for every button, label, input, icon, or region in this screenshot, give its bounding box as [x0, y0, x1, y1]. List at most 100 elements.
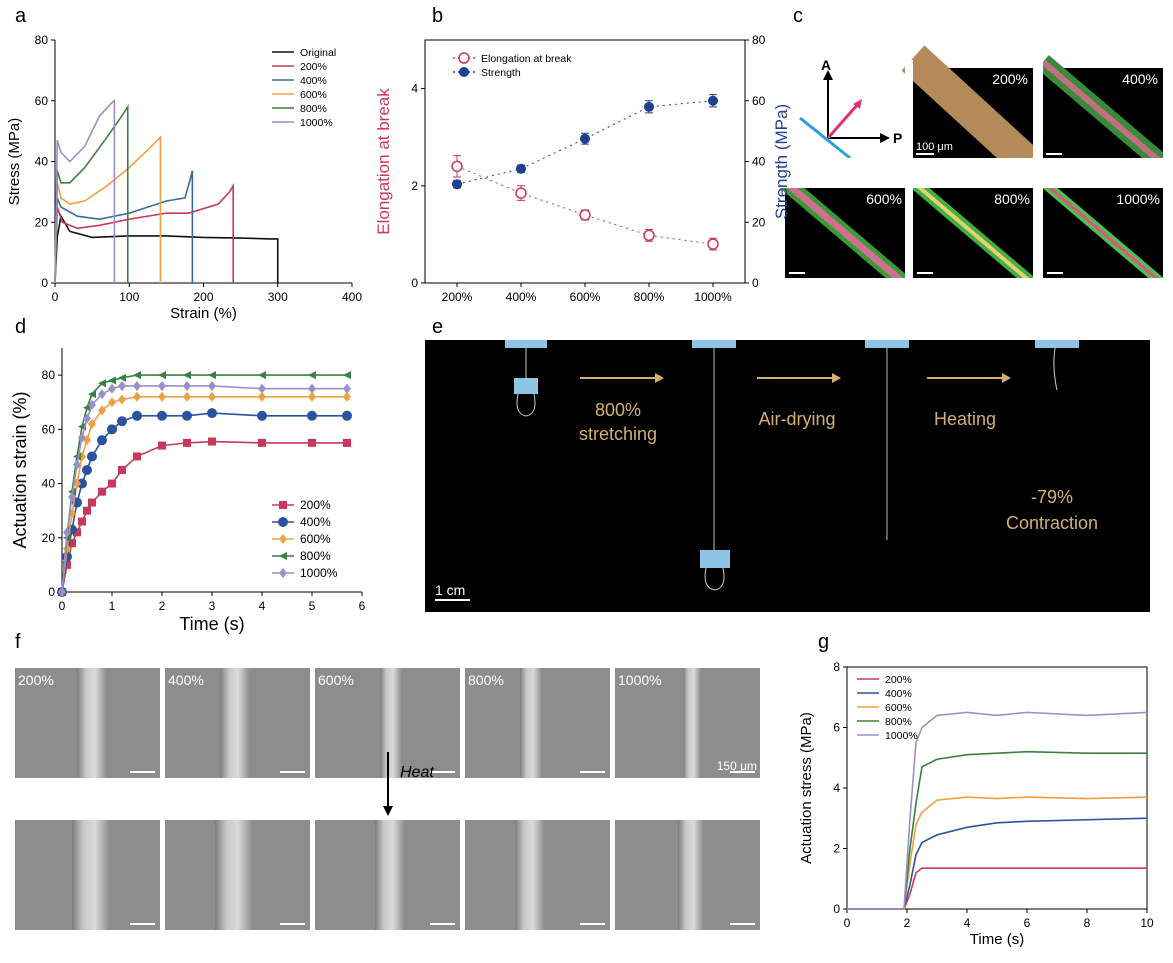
marker [342, 410, 352, 421]
x-tick-label: 200 [193, 290, 213, 304]
marker [459, 67, 469, 77]
marker [58, 587, 66, 597]
x-tick-label: 5 [309, 599, 316, 613]
pom-image [909, 177, 1037, 289]
image-label: 200% [992, 71, 1028, 87]
x-tick-label: 600% [570, 290, 601, 304]
marker [257, 410, 267, 421]
y-tick-label: 40 [42, 477, 56, 491]
line [54, 170, 194, 284]
marker [83, 506, 91, 515]
fiber [380, 668, 402, 778]
marker [279, 568, 287, 578]
scale-bar-label: 150 μm [717, 759, 757, 773]
y2-tick-label: 0 [752, 276, 759, 290]
marker [83, 413, 91, 424]
legend-label: Strength [481, 67, 521, 79]
y-tick-label: 0 [48, 585, 55, 599]
fiber [375, 820, 405, 930]
marker [183, 371, 191, 380]
line [54, 182, 234, 284]
marker [68, 492, 76, 503]
image-label: 600% [318, 672, 354, 688]
x-tick-label: 0 [844, 916, 851, 930]
marker [208, 391, 216, 402]
step-label: Air-drying [758, 409, 835, 429]
marker [108, 376, 116, 385]
marker [63, 560, 71, 569]
marker [158, 391, 166, 402]
fiber [683, 668, 701, 778]
plot-frame [424, 39, 746, 284]
trend-line [456, 165, 714, 245]
x-tick-label: 2 [904, 916, 911, 930]
x-tick-label: 6 [1024, 916, 1031, 930]
marker [208, 380, 216, 391]
y-axis-label: Actuation strain (%) [10, 391, 30, 548]
image-label: 400% [168, 672, 204, 688]
marker [158, 380, 166, 391]
legend-label: 1000% [300, 566, 338, 580]
x-axis-label: Strain (%) [170, 305, 237, 322]
marker [88, 498, 96, 507]
fiber [515, 820, 545, 930]
line [54, 213, 279, 284]
line [54, 135, 162, 284]
line [847, 711, 1148, 910]
pom-image [1037, 55, 1169, 171]
marker [343, 383, 351, 394]
photo [425, 340, 1150, 612]
marker [451, 160, 463, 173]
pom-image [779, 175, 911, 291]
y2-tick-label: 40 [752, 155, 766, 169]
arrow-label: Heat [400, 764, 434, 781]
marker [118, 394, 126, 405]
marker [108, 479, 116, 488]
marker [183, 380, 191, 391]
image-label: 800% [468, 672, 504, 688]
panel-label: g [818, 631, 829, 653]
marker [278, 517, 288, 527]
scale-bar-label: 100 μm [916, 141, 953, 153]
marker [132, 410, 142, 421]
y-tick-label: 2 [833, 842, 840, 856]
sem-images [15, 668, 760, 930]
y-axis-label: Actuation stress (MPa) [798, 712, 815, 864]
heat-arrow [383, 752, 393, 816]
y-tick-label: 2 [411, 179, 418, 193]
trend-line [456, 100, 714, 185]
x-tick-label: 3 [209, 599, 216, 613]
x-tick-label: 100 [119, 290, 139, 304]
marker [63, 527, 71, 538]
line [847, 750, 1147, 910]
y-axis-label: Elongation at break [374, 88, 393, 235]
y-tick-label: 20 [42, 531, 56, 545]
marker [308, 391, 316, 402]
marker [88, 399, 96, 410]
legend-label: Elongation at break [481, 53, 572, 65]
marker [133, 380, 141, 391]
line [847, 817, 1148, 910]
pom-image [913, 58, 1033, 168]
y-axis-label: Stress (MPa) [6, 118, 23, 206]
marker [88, 390, 96, 399]
marker [580, 133, 590, 144]
legend-label: 600% [300, 89, 327, 101]
marker [207, 408, 217, 419]
legend-label: 1000% [300, 117, 333, 129]
marker [183, 438, 191, 447]
y-tick-label: 8 [833, 660, 840, 674]
marker [452, 179, 462, 190]
x-tick-label: 0 [52, 290, 59, 304]
marker [108, 397, 116, 408]
legend-label: 600% [885, 702, 912, 714]
legend-label: 400% [300, 515, 331, 529]
y-tick-label: 60 [42, 422, 56, 436]
line [54, 99, 116, 284]
fiber [72, 820, 110, 930]
marker [258, 383, 266, 394]
marker [107, 424, 117, 435]
marker [708, 95, 718, 106]
marker [258, 438, 266, 447]
x-tick-label: 1 [109, 599, 116, 613]
